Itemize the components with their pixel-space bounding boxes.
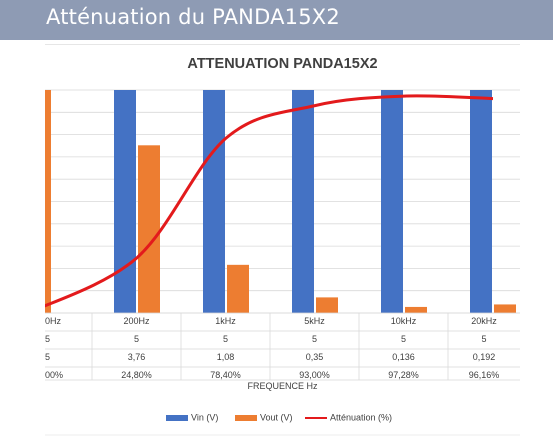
legend-swatch-attenuation <box>305 416 327 419</box>
bar-vin-20kHz <box>470 90 492 313</box>
slide-title: Atténuation du PANDA15X2 <box>46 5 340 29</box>
bar-vout-5kHz <box>316 297 338 313</box>
table-cell-attenuation: 00% <box>45 370 64 380</box>
table-cell-vout: 0,136 <box>392 352 415 362</box>
table-cell-vin: 5 <box>45 334 51 344</box>
plot-area <box>5 89 520 314</box>
table-cell-frequency: 0Hz <box>45 316 62 326</box>
bar-vout-20Hz <box>45 90 51 313</box>
table-cell-vin: 5 <box>311 334 317 344</box>
table-cell-attenuation: 78,40% <box>210 370 241 380</box>
legend-item-attenuation: Atténuation (%) <box>305 412 392 423</box>
bar-vin-1kHz <box>203 90 225 313</box>
table-cell-vout: 3,76 <box>127 352 146 362</box>
table-cell-vin: 5 <box>400 334 406 344</box>
table-cell-attenuation: 97,28% <box>388 370 419 380</box>
table-cell-frequency: 5kHz <box>304 316 325 326</box>
table-cell-vout: 1,08 <box>216 352 235 362</box>
bar-vin-20Hz <box>5 90 27 313</box>
table-cell-vout: 0,35 <box>305 352 324 362</box>
legend-item-vout: Vout (V) <box>235 412 293 423</box>
bar-vin-10kHz <box>381 90 403 313</box>
table-cell-vin: 5 <box>222 334 228 344</box>
bar-vin-200Hz <box>114 90 136 313</box>
bar-vout-10kHz <box>405 306 427 313</box>
legend-label-attenuation: Atténuation (%) <box>330 412 393 423</box>
table-cell-vout: 5 <box>45 352 51 362</box>
chart-legend: Vin (V) Vout (V) Atténuation (%) <box>0 412 553 426</box>
legend-swatch-vout <box>235 414 257 421</box>
legend-item-vin: Vin (V) <box>166 412 218 423</box>
bar-vout-1kHz <box>227 264 249 313</box>
bar-vin-5kHz <box>292 90 314 313</box>
table-cell-frequency: 200Hz <box>123 316 150 326</box>
table-cell-vin: 5 <box>481 334 487 344</box>
table-cell-frequency: 1kHz <box>215 316 236 326</box>
legend-label-vin: Vin (V) <box>191 412 219 423</box>
table-cell-frequency: 20kHz <box>471 316 497 326</box>
x-axis-label: FREQUENCE Hz <box>247 381 318 391</box>
slide-header: Atténuation du PANDA15X2 <box>0 0 553 40</box>
bar-vout-20kHz <box>494 304 516 313</box>
chart-title: ATTENUATION PANDA15X2 <box>187 56 378 72</box>
table-cell-attenuation: 96,16% <box>468 370 500 380</box>
table-cell-attenuation: 24,80% <box>121 370 152 380</box>
table-cell-frequency: 10kHz <box>390 316 417 326</box>
table-cell-vout: 0,192 <box>472 352 496 362</box>
table-cell-vin: 5 <box>133 334 139 344</box>
bar-vout-200Hz <box>138 145 160 313</box>
legend-label-vout: Vout (V) <box>260 412 293 423</box>
legend-swatch-vin <box>166 414 188 421</box>
table-cell-attenuation: 93,00% <box>299 370 330 380</box>
line-attenuation <box>45 94 494 308</box>
